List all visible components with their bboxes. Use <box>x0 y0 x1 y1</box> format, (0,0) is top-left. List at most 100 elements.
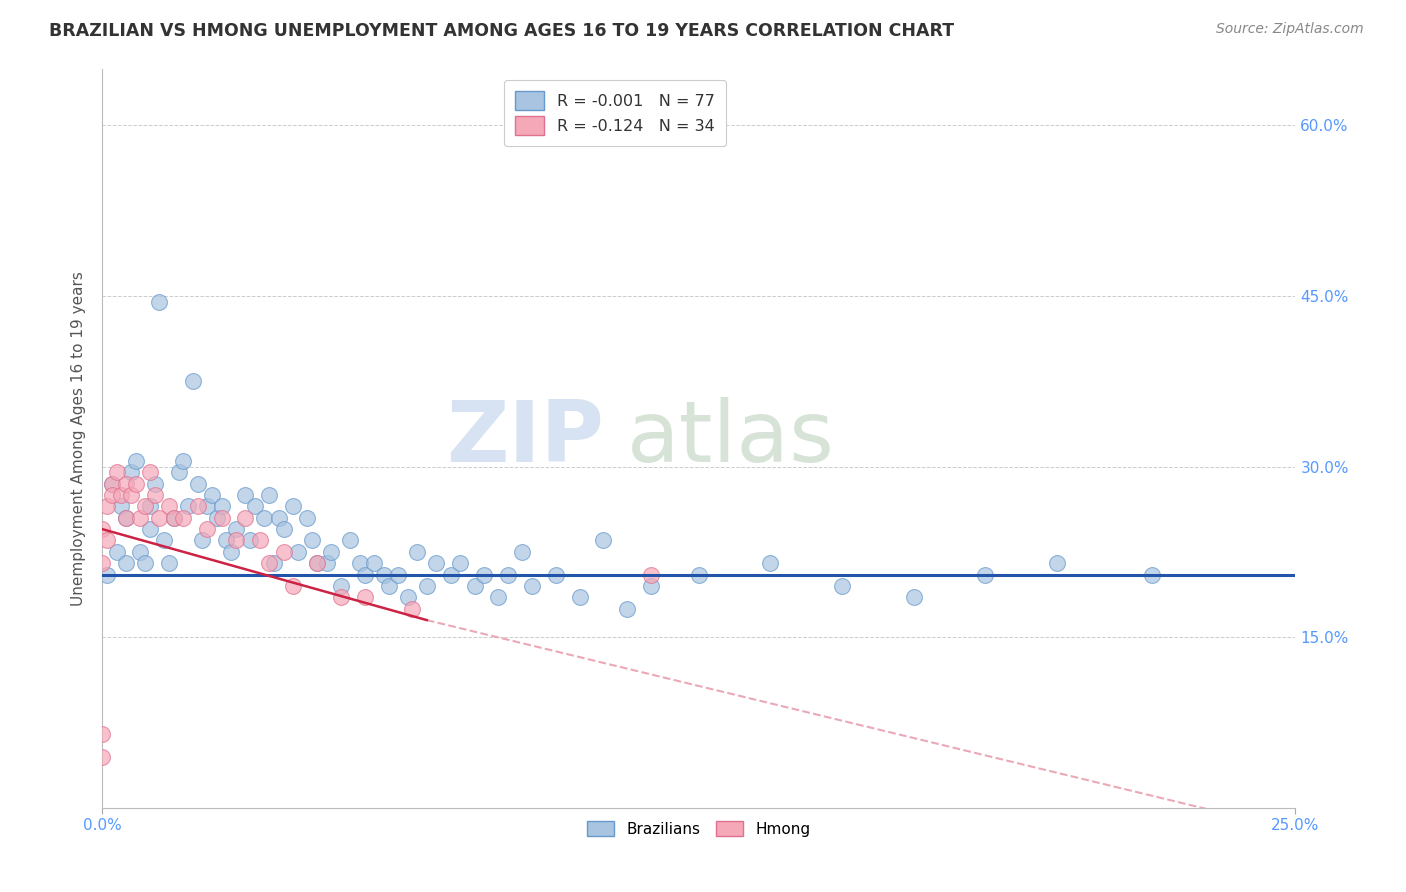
Point <box>425 556 447 570</box>
Y-axis label: Unemployment Among Ages 16 to 19 years: Unemployment Among Ages 16 to 19 years <box>72 270 86 606</box>
Point <box>91 749 114 764</box>
Point <box>235 510 257 524</box>
Point <box>1046 556 1069 570</box>
Point <box>153 533 176 548</box>
Point <box>139 465 162 479</box>
Point <box>96 567 118 582</box>
Text: Source: ZipAtlas.com: Source: ZipAtlas.com <box>1216 22 1364 37</box>
Point <box>115 476 138 491</box>
Point <box>353 567 375 582</box>
Point <box>416 579 439 593</box>
Point <box>148 510 170 524</box>
Point <box>124 454 146 468</box>
Point <box>96 533 118 548</box>
Point <box>91 556 114 570</box>
Point <box>263 556 285 570</box>
Point <box>105 465 128 479</box>
Point <box>373 567 395 582</box>
Point <box>486 591 509 605</box>
Point <box>100 476 122 491</box>
Point <box>903 591 925 605</box>
Point <box>143 488 166 502</box>
Point <box>259 488 281 502</box>
Point <box>148 294 170 309</box>
Point <box>349 556 371 570</box>
Point <box>211 500 233 514</box>
Point <box>510 545 533 559</box>
Point <box>472 567 495 582</box>
Point <box>225 533 247 548</box>
Point <box>329 579 352 593</box>
Point <box>139 500 162 514</box>
Point <box>157 500 180 514</box>
Point <box>129 510 152 524</box>
Point <box>143 476 166 491</box>
Point <box>281 500 304 514</box>
Point <box>163 510 186 524</box>
Point <box>239 533 262 548</box>
Point <box>219 545 242 559</box>
Point <box>281 579 304 593</box>
Point <box>105 545 128 559</box>
Point <box>195 500 218 514</box>
Point <box>120 465 142 479</box>
Point <box>305 556 328 570</box>
Point <box>253 510 276 524</box>
Point <box>163 510 186 524</box>
Point <box>974 567 997 582</box>
Point <box>831 579 853 593</box>
Point <box>167 465 190 479</box>
Point <box>187 500 209 514</box>
Point <box>96 500 118 514</box>
Point <box>301 533 323 548</box>
Point <box>640 579 662 593</box>
Point <box>449 556 471 570</box>
Point <box>100 476 122 491</box>
Point <box>273 545 295 559</box>
Point <box>520 579 543 593</box>
Point <box>124 476 146 491</box>
Point <box>353 591 375 605</box>
Point <box>134 556 156 570</box>
Text: atlas: atlas <box>627 397 835 480</box>
Point <box>115 556 138 570</box>
Point <box>297 510 319 524</box>
Text: ZIP: ZIP <box>446 397 603 480</box>
Point <box>440 567 463 582</box>
Point <box>249 533 271 548</box>
Point <box>406 545 429 559</box>
Point <box>110 488 132 502</box>
Point <box>177 500 200 514</box>
Point <box>287 545 309 559</box>
Point <box>387 567 409 582</box>
Point <box>568 591 591 605</box>
Point <box>759 556 782 570</box>
Point <box>496 567 519 582</box>
Point <box>191 533 214 548</box>
Point <box>321 545 343 559</box>
Point <box>172 510 194 524</box>
Point <box>215 533 238 548</box>
Point <box>243 500 266 514</box>
Legend: Brazilians, Hmong: Brazilians, Hmong <box>579 814 818 845</box>
Point <box>91 522 114 536</box>
Point <box>139 522 162 536</box>
Point <box>616 601 638 615</box>
Point <box>463 579 485 593</box>
Point <box>544 567 567 582</box>
Point <box>396 591 419 605</box>
Point <box>225 522 247 536</box>
Point <box>181 374 204 388</box>
Point <box>187 476 209 491</box>
Point <box>305 556 328 570</box>
Point <box>201 488 224 502</box>
Point <box>592 533 614 548</box>
Point <box>377 579 399 593</box>
Point <box>401 601 423 615</box>
Point <box>640 567 662 582</box>
Point <box>259 556 281 570</box>
Point <box>115 510 138 524</box>
Point <box>129 545 152 559</box>
Point <box>100 488 122 502</box>
Point <box>688 567 710 582</box>
